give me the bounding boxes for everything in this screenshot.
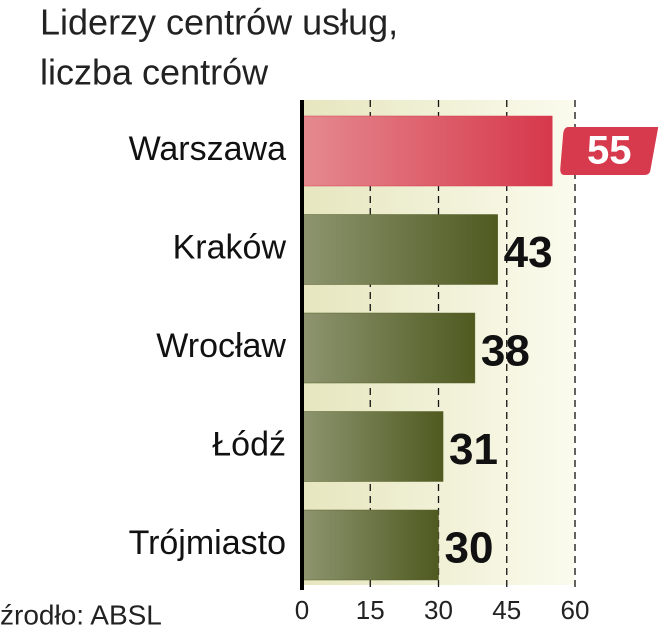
value-label: 38 bbox=[481, 327, 530, 376]
value-label: 31 bbox=[449, 425, 498, 474]
y-tick-label: Trójmiasto bbox=[129, 524, 286, 562]
source: źrodło: ABSL bbox=[0, 599, 162, 630]
y-tick-label: Wrocław bbox=[156, 327, 286, 365]
bar bbox=[301, 312, 476, 384]
x-tick-label: 45 bbox=[492, 595, 521, 625]
bar bbox=[301, 214, 498, 285]
bar bbox=[301, 411, 444, 482]
bar bbox=[301, 115, 553, 187]
x-tick-label: 15 bbox=[356, 595, 385, 625]
bar bbox=[301, 509, 439, 581]
chart-title: Liderzy centrów usług, bbox=[40, 2, 398, 43]
x-tick-label: 0 bbox=[295, 595, 309, 625]
value-label: 55 bbox=[587, 129, 632, 173]
y-tick-label: Kraków bbox=[173, 228, 287, 266]
value-badge bbox=[560, 127, 659, 175]
y-tick-label: Warszawa bbox=[129, 130, 287, 168]
x-tick-label: 30 bbox=[424, 595, 453, 625]
chart-subtitle: liczba centrów bbox=[40, 52, 269, 93]
y-tick-label: Łódź bbox=[212, 425, 286, 463]
value-label: 43 bbox=[504, 228, 553, 277]
x-tick-label: 60 bbox=[561, 595, 590, 625]
value-label: 30 bbox=[445, 524, 494, 573]
